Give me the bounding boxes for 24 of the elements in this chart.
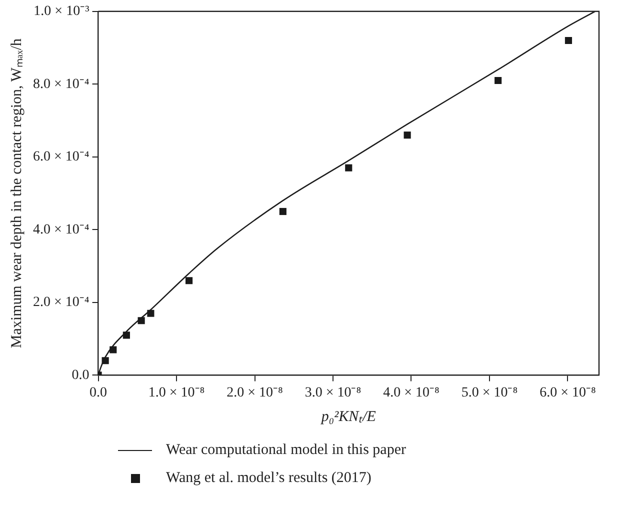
- legend-label: Wang et al. model’s results (2017): [166, 470, 372, 486]
- y-tick-label: 0.0: [72, 368, 90, 383]
- y-axis-title: Maximum wear depth in the contact region, Wₘₐₓ/h: [8, 38, 25, 348]
- point: [185, 277, 193, 284]
- point: [345, 164, 352, 172]
- legend-label: Wear computational model in this paper: [166, 442, 406, 458]
- point: [564, 36, 572, 44]
- x-tick-label: 6.0 × 10⁻⁸: [540, 385, 596, 400]
- x-tick-label: 3.0 × 10⁻⁸: [304, 385, 362, 400]
- y-tick-label: 2.0 × 10⁻⁴: [32, 295, 90, 310]
- point: [494, 76, 502, 84]
- y-tick-label: 6.0 × 10⁻⁴: [32, 150, 90, 165]
- x-tick-label: 0.0: [90, 385, 108, 400]
- point: [404, 132, 411, 139]
- point: [279, 208, 286, 216]
- y-tick-label: 4.0 × 10⁻⁴: [32, 222, 90, 238]
- point: [110, 346, 117, 354]
- x-tick-label: 1.0 × 10⁻⁸: [148, 385, 205, 400]
- x-tick-label: 5.0 × 10⁻⁸: [461, 385, 518, 400]
- y-tick-label: 1.0 × 10⁻³: [34, 4, 90, 20]
- x-tick-label: 2.0 × 10⁻⁸: [226, 385, 284, 400]
- x-axis-title: p₀²KNₜ/E: [320, 408, 376, 425]
- x-tick-label: 4.0 × 10⁻⁸: [383, 385, 440, 400]
- y-tick-label: 8.0 × 10⁻⁴: [32, 76, 90, 92]
